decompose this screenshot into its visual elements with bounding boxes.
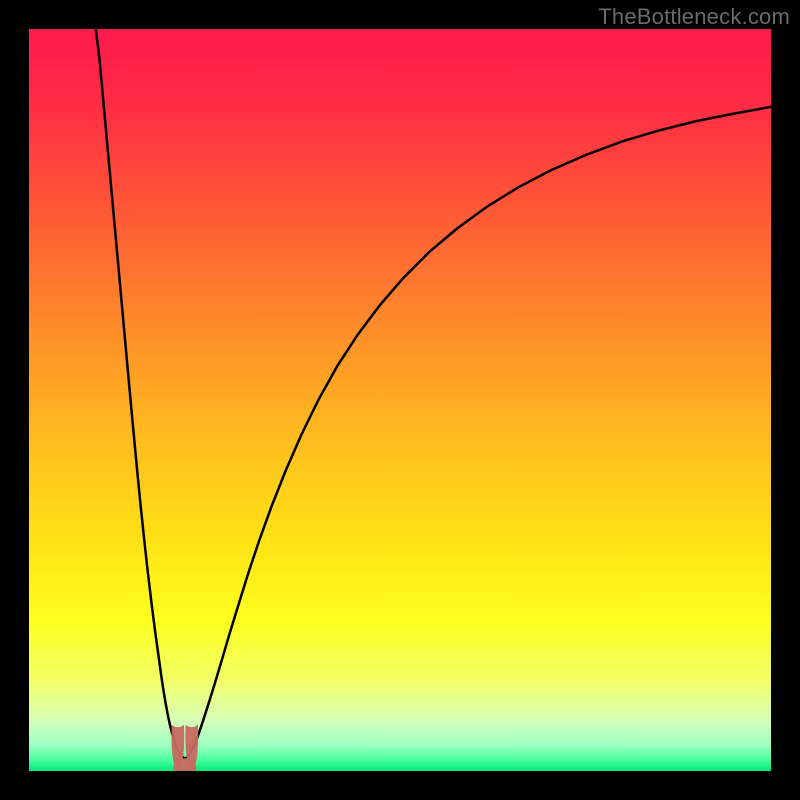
plot-svg bbox=[29, 29, 771, 771]
bottleneck-plot bbox=[29, 29, 771, 771]
gradient-background bbox=[29, 29, 771, 771]
stage: TheBottleneck.com bbox=[0, 0, 800, 800]
watermark-text: TheBottleneck.com bbox=[598, 4, 790, 30]
